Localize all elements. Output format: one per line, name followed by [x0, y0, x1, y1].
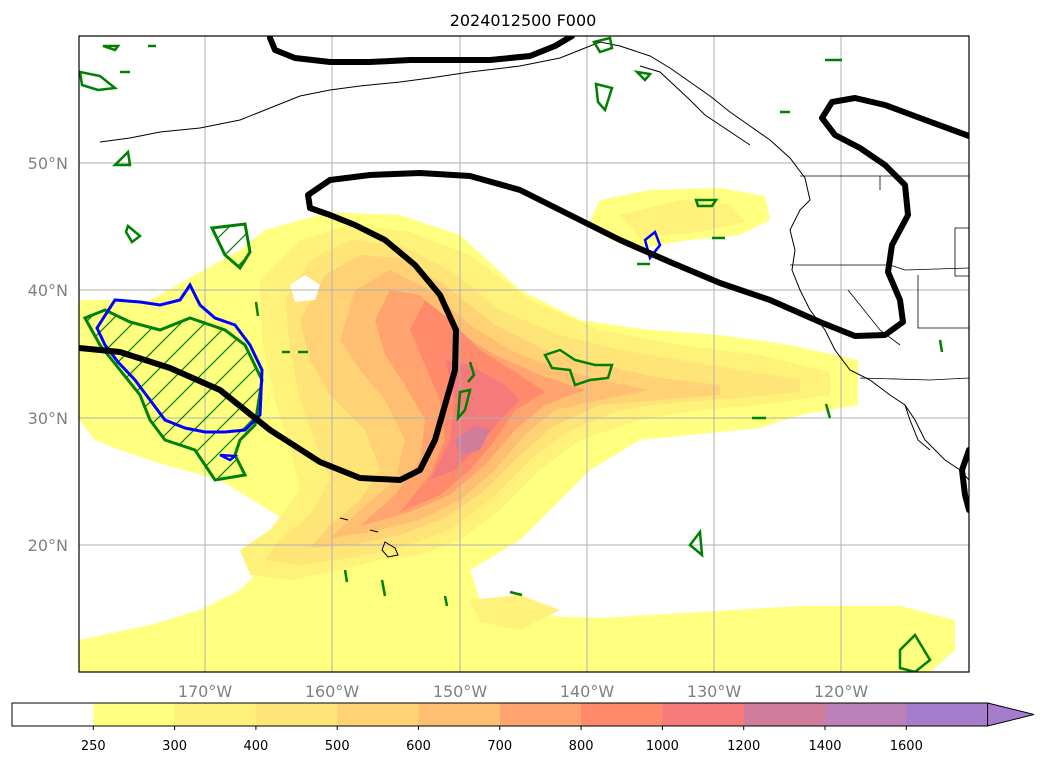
lon-label-160w: 160°W [305, 682, 360, 701]
colorbar-tick-label: 600 [406, 739, 431, 754]
blue-outline [95, 282, 264, 434]
colorbar-tick-label: 1600 [890, 739, 923, 754]
colorbar-tick-label: 1400 [808, 739, 841, 754]
colorbar-tick-label: 1000 [646, 739, 679, 754]
lon-label-130w: 130°W [687, 682, 742, 701]
colorbar-segment [743, 703, 826, 726]
lat-label-20: 20°N [28, 536, 68, 555]
colorbar-tick-label: 250 [81, 739, 106, 754]
colorbar-segment [12, 703, 94, 726]
map-frame [78, 35, 970, 673]
ivt-fill-1000 [430, 360, 520, 480]
lat-label-30: 30°N [28, 409, 68, 428]
graticule [79, 36, 969, 672]
colorbar-tick-label: 500 [325, 739, 350, 754]
lat-label-50: 50°N [28, 154, 68, 173]
lon-label-150w: 150°W [433, 682, 488, 701]
colorbar-tick-label: 300 [162, 739, 187, 754]
lon-labels: 170°W 160°W 150°W 140°W 130°W 120°W [178, 682, 869, 701]
lon-label-170w: 170°W [178, 682, 233, 701]
ivt-hole [290, 275, 320, 302]
colorbar-segment [825, 703, 907, 726]
map-area [79, 36, 969, 672]
colorbar-tick-label: 800 [569, 739, 594, 754]
green-contours [79, 36, 944, 672]
colorbar-tick-label: 400 [243, 739, 268, 754]
lat-labels: 50°N 40°N 30°N 20°N [28, 154, 68, 555]
colorbar-tick-label: 1200 [727, 739, 760, 754]
ivt-fill-1200 [455, 425, 490, 455]
colorbar-segment [337, 703, 419, 726]
map-title: 2024012500 F000 [450, 11, 597, 30]
colorbar-extend-arrow [987, 702, 1035, 727]
colorbar-segment [662, 703, 745, 726]
borders [790, 175, 969, 381]
colorbar-segment [581, 703, 663, 726]
colorbar: 250 300 400 500 600 700 800 1000 1200 1400 1600 [11, 702, 1035, 754]
colorbar-segment [174, 703, 257, 726]
colorbar-segment [499, 703, 582, 726]
lon-label-120w: 120°W [814, 682, 869, 701]
blue-outline-tiny [219, 453, 239, 462]
hatched-region-2 [209, 222, 252, 271]
height-contours [79, 36, 969, 513]
lon-label-140w: 140°W [560, 682, 615, 701]
colorbar-segment [93, 703, 176, 726]
colorbar-segment [418, 703, 501, 726]
lat-label-40: 40°N [28, 281, 68, 300]
colorbar-tick-label: 700 [487, 739, 512, 754]
colorbar-segment [255, 703, 338, 726]
colorbar-segment [906, 703, 989, 726]
